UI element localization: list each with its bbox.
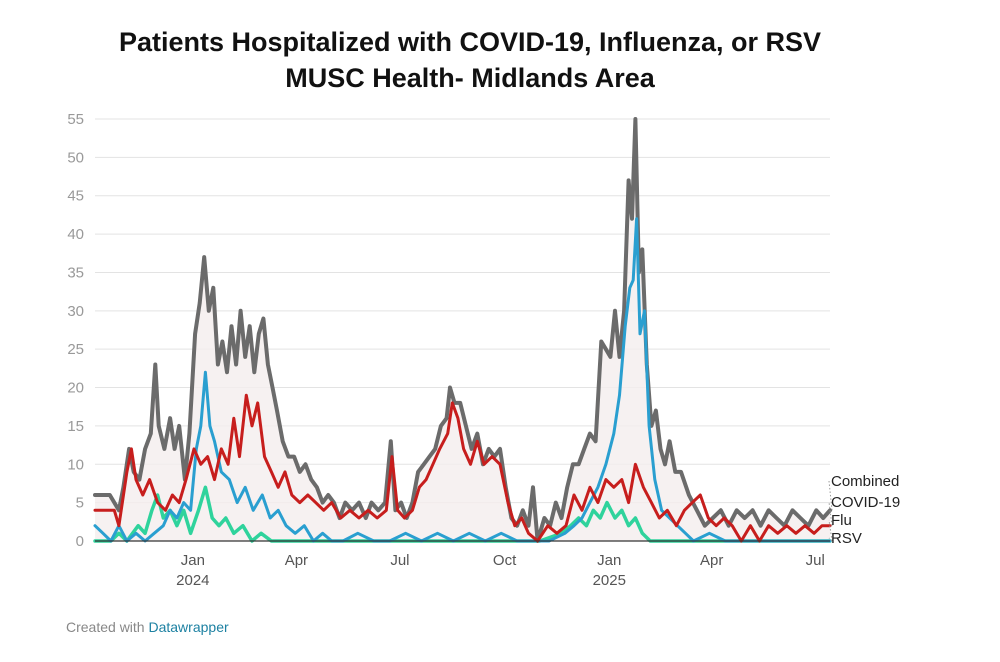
- x-tick-label-1: Apr: [285, 552, 308, 569]
- y-tick-label-35: 35: [67, 264, 84, 281]
- label-connector-rsv: [828, 537, 833, 542]
- x-tick-label-4: Jan: [597, 552, 621, 569]
- combined-area-fill: [95, 119, 830, 541]
- y-tick-label-55: 55: [67, 111, 84, 128]
- series-label-rsv: RSV: [831, 530, 862, 547]
- x-tick-label-6: Jul: [806, 552, 825, 569]
- series-line-flu: [93, 217, 832, 543]
- label-connector-combined: [828, 480, 833, 511]
- y-tick-label-25: 25: [67, 341, 84, 358]
- chart-title: Patients Hospitalized with COVID-19, Inf…: [118, 27, 822, 57]
- x-tick-label-2: Jul: [390, 552, 409, 569]
- y-tick-label-20: 20: [67, 380, 84, 397]
- label-connector-flu: [828, 519, 833, 542]
- x-tick-sublabel-0: 2024: [176, 572, 209, 589]
- series-label-combined: Combined: [831, 473, 899, 490]
- x-tick-label-3: Oct: [493, 552, 517, 569]
- y-tick-label-5: 5: [76, 495, 84, 512]
- datawrapper-link[interactable]: Datawrapper: [148, 619, 229, 635]
- footer-credit: Created with Datawrapper: [66, 619, 229, 635]
- series-label-flu: Flu: [831, 512, 852, 529]
- x-tick-sublabel-4: 2025: [593, 572, 626, 589]
- x-tick-label-5: Apr: [700, 552, 723, 569]
- series-line-covid-19: [93, 393, 832, 543]
- series-line-combined: [93, 117, 832, 543]
- y-tick-label-40: 40: [67, 226, 84, 243]
- y-tick-label-0: 0: [76, 533, 84, 550]
- y-tick-label-50: 50: [67, 149, 84, 166]
- x-tick-label-0: Jan: [181, 552, 205, 569]
- y-tick-label-45: 45: [67, 188, 84, 205]
- chart-subtitle: MUSC Health- Midlands Area: [285, 63, 655, 93]
- y-tick-label-15: 15: [67, 418, 84, 435]
- series-label-covid-19: COVID-19: [831, 494, 900, 511]
- label-connector-covid-19: [828, 501, 833, 526]
- y-tick-label-10: 10: [67, 456, 84, 473]
- footer-prefix: Created with: [66, 619, 149, 635]
- y-tick-label-30: 30: [67, 303, 84, 320]
